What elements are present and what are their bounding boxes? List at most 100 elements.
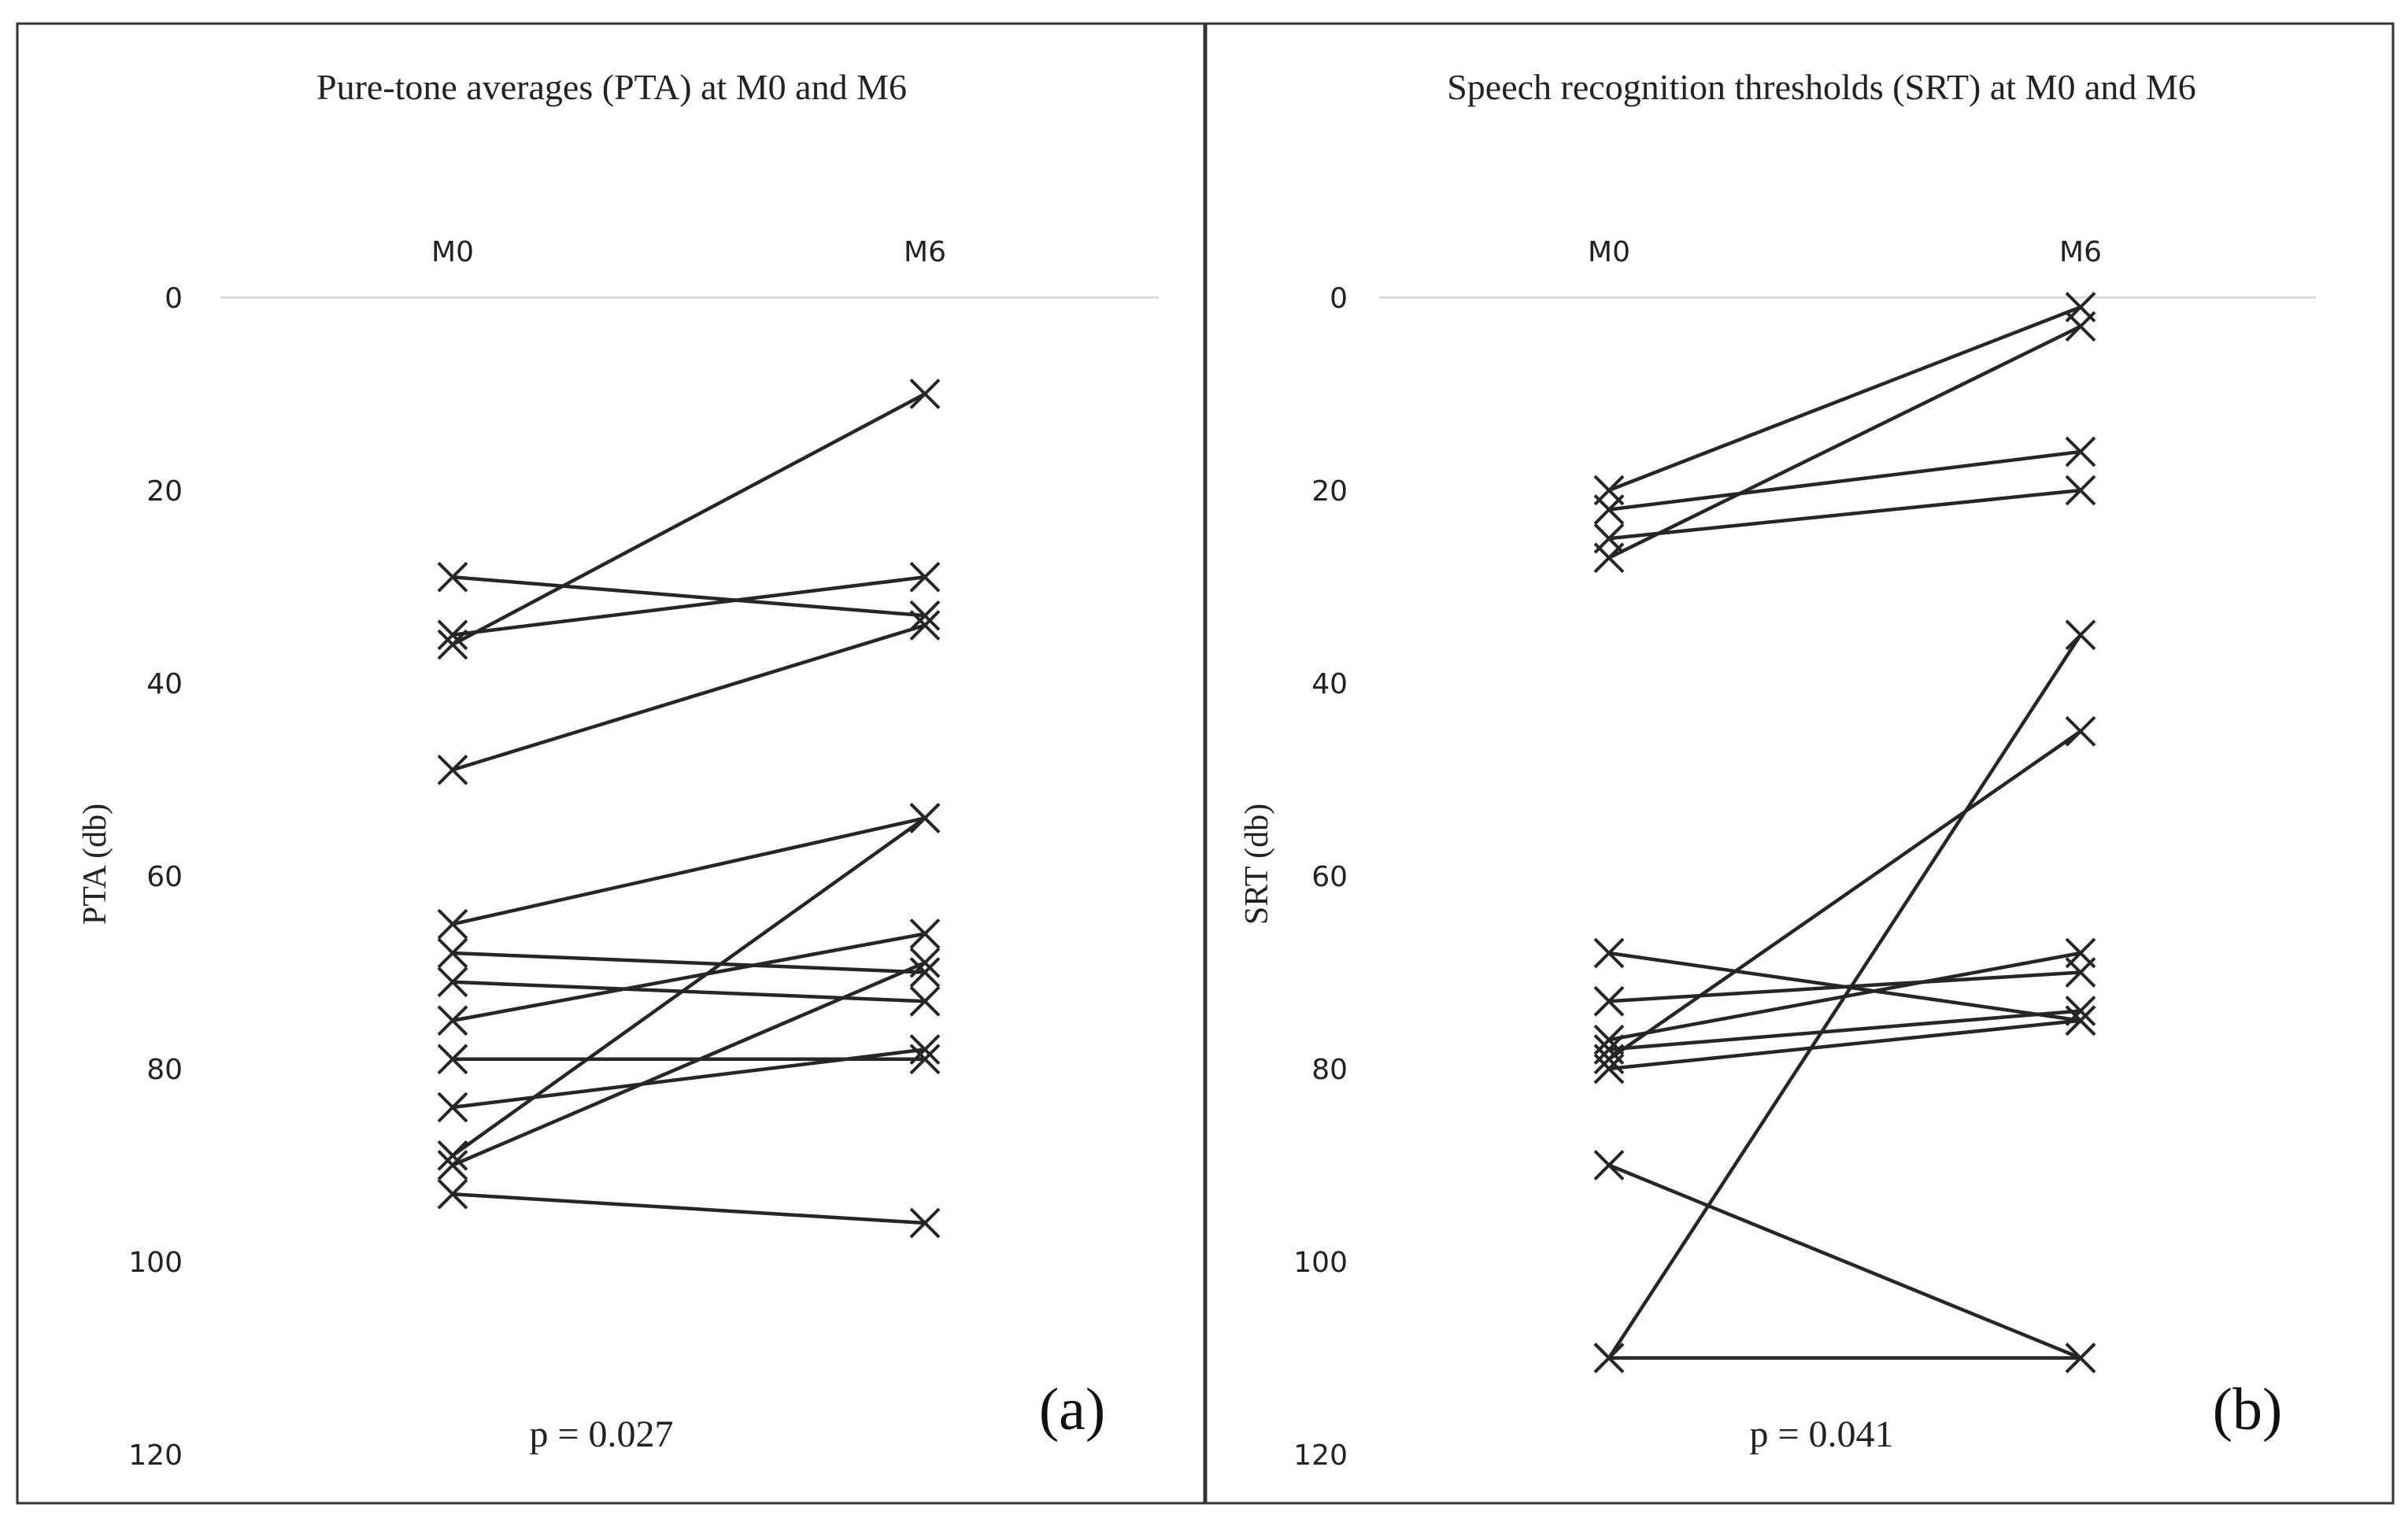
category-label-m0: M0 bbox=[1588, 236, 1630, 268]
panel-srt: Speech recognition thresholds (SRT) at M… bbox=[1203, 22, 2395, 1505]
y-tick: 120 bbox=[128, 1439, 183, 1472]
data-point-m6 bbox=[909, 600, 941, 631]
y-tick: 60 bbox=[1311, 861, 1348, 893]
data-point-m6 bbox=[2065, 715, 2096, 747]
series-line bbox=[451, 392, 927, 646]
y-tick: 20 bbox=[1311, 475, 1348, 508]
data-point-m0 bbox=[437, 754, 468, 785]
series-line bbox=[1607, 730, 2082, 1061]
series-3 bbox=[1593, 475, 2096, 554]
series-line bbox=[1607, 634, 2082, 1359]
category-label-m0: M0 bbox=[431, 236, 474, 268]
category-label-m6: M6 bbox=[2059, 236, 2102, 268]
series-1 bbox=[1593, 291, 2096, 506]
series-line bbox=[1608, 324, 2081, 560]
category-label-m6: M6 bbox=[904, 236, 946, 268]
series-12 bbox=[437, 947, 941, 1181]
data-point-m6 bbox=[909, 1034, 941, 1065]
y-axis-label: PTA (db) bbox=[77, 804, 113, 925]
series-11 bbox=[437, 803, 941, 1171]
data-point-m6 bbox=[2065, 436, 2096, 467]
data-point-m6 bbox=[2065, 475, 2096, 506]
p-value-annotation: p = 0.027 bbox=[529, 1413, 673, 1455]
series-line bbox=[452, 575, 926, 618]
data-point-m0 bbox=[437, 966, 468, 998]
data-point-m0 bbox=[437, 908, 468, 940]
y-axis-ticks: 0 20 40 60 80 100 120 bbox=[128, 283, 183, 1472]
data-point-m0 bbox=[437, 1178, 468, 1210]
series-10 bbox=[437, 1034, 941, 1123]
series-line bbox=[1608, 1009, 2081, 1051]
series-13 bbox=[1593, 1343, 2096, 1373]
data-point-m6 bbox=[909, 947, 941, 978]
series-line bbox=[451, 816, 927, 1158]
data-point-m0 bbox=[437, 1005, 468, 1036]
data-point-m0 bbox=[437, 619, 468, 651]
y-axis-ticks: 0 20 40 60 80 100 120 bbox=[1293, 283, 1348, 1472]
series-5 bbox=[437, 803, 941, 940]
y-tick: 0 bbox=[1330, 283, 1348, 315]
series-line bbox=[452, 932, 926, 1022]
y-tick: 80 bbox=[146, 1054, 183, 1086]
series-4 bbox=[437, 610, 941, 785]
series-9 bbox=[437, 1044, 941, 1075]
series-line bbox=[452, 951, 926, 974]
y-tick: 0 bbox=[165, 283, 183, 315]
data-point-m6 bbox=[2065, 619, 2096, 651]
series-1 bbox=[437, 561, 941, 631]
data-point-m6 bbox=[909, 957, 941, 988]
y-tick: 100 bbox=[1293, 1247, 1348, 1279]
series-line bbox=[452, 1192, 926, 1225]
series-10 bbox=[1593, 1005, 2096, 1084]
series-line bbox=[452, 816, 926, 926]
data-point-m6 bbox=[909, 561, 941, 593]
series-line bbox=[452, 575, 926, 637]
series-2 bbox=[1593, 436, 2096, 525]
panel-label: (b) bbox=[2213, 1376, 2283, 1443]
y-tick: 120 bbox=[1293, 1439, 1348, 1472]
data-point-m0 bbox=[437, 1140, 468, 1171]
y-tick: 100 bbox=[128, 1247, 183, 1279]
data-point-m6 bbox=[909, 985, 941, 1017]
data-point-m0 bbox=[1593, 1053, 1625, 1084]
panel-border bbox=[1203, 22, 2395, 1505]
series-line bbox=[1608, 449, 2081, 512]
series-line bbox=[452, 623, 926, 772]
y-tick: 20 bbox=[146, 475, 183, 508]
series-line bbox=[1608, 970, 2081, 1003]
p-value-annotation: p = 0.041 bbox=[1749, 1413, 1893, 1455]
data-point-m6 bbox=[2065, 1005, 2096, 1036]
plot-area bbox=[437, 379, 941, 1239]
data-point-m0 bbox=[437, 1150, 468, 1181]
series-2 bbox=[437, 561, 941, 651]
series-line bbox=[452, 961, 926, 1167]
series-6 bbox=[1593, 957, 2096, 1017]
panel-pta: Pure-tone averages (PTA) at M0 and M6 M0… bbox=[16, 22, 1208, 1505]
data-point-m0 bbox=[1593, 542, 1625, 574]
data-point-m6 bbox=[909, 1207, 941, 1239]
chart-title: Speech recognition thresholds (SRT) at M… bbox=[1447, 67, 2196, 107]
series-line bbox=[1608, 488, 2081, 541]
y-tick: 60 bbox=[146, 861, 183, 893]
data-point-m6 bbox=[2065, 1343, 2096, 1373]
data-point-m0 bbox=[437, 937, 468, 969]
series-line bbox=[1608, 305, 2081, 493]
data-point-m0 bbox=[437, 561, 468, 593]
y-axis-label: SRT (db) bbox=[1239, 804, 1275, 925]
series-3 bbox=[437, 379, 941, 660]
series-4 bbox=[1593, 311, 2096, 574]
data-point-m0 bbox=[437, 1044, 468, 1075]
data-point-m0 bbox=[1593, 494, 1625, 525]
data-point-m0 bbox=[437, 629, 468, 660]
data-point-m6 bbox=[2065, 937, 2096, 969]
data-point-m0 bbox=[1593, 1343, 1625, 1373]
data-point-m0 bbox=[1593, 985, 1625, 1017]
y-tick: 40 bbox=[146, 668, 183, 700]
data-point-m6 bbox=[909, 610, 941, 641]
series-6 bbox=[437, 937, 941, 988]
data-point-m6 bbox=[2065, 311, 2096, 342]
plot-area bbox=[1593, 291, 2096, 1373]
data-point-m0 bbox=[1593, 1150, 1625, 1181]
series-8 bbox=[437, 918, 941, 1036]
